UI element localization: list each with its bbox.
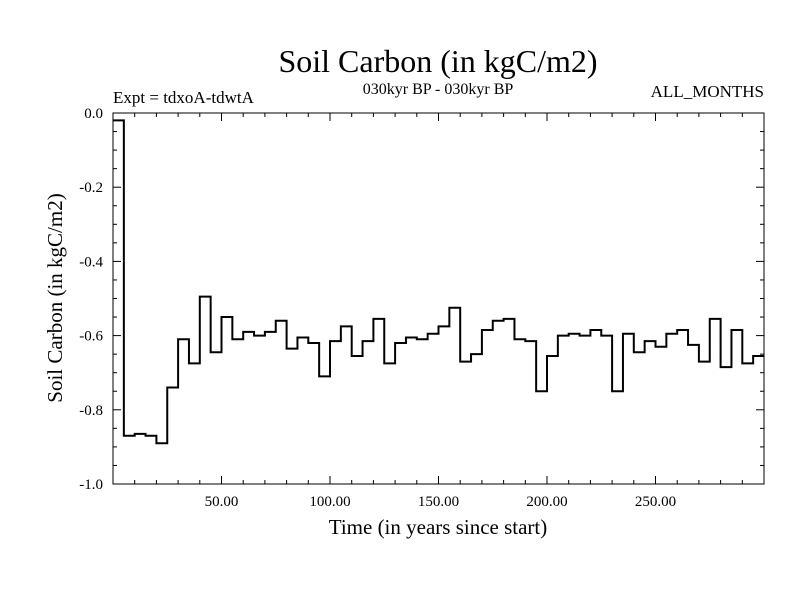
y-tick-label: -0.2 <box>79 180 103 196</box>
y-axis-label: Soil Carbon (in kgC/m2) <box>43 193 67 402</box>
y-tick-label: -1.0 <box>79 477 103 493</box>
chart-title: Soil Carbon (in kgC/m2) <box>278 43 597 79</box>
x-axis-label: Time (in years since start) <box>329 515 548 539</box>
x-tick-label: 200.00 <box>526 494 567 510</box>
chart-subtitle: 030kyr BP - 030kyr BP <box>363 81 514 98</box>
y-tick-label: -0.8 <box>79 403 103 419</box>
months-label: ALL_MONTHS <box>651 82 764 101</box>
x-tick-label: 150.00 <box>418 494 459 510</box>
y-tick-label: -0.4 <box>79 254 103 270</box>
x-tick-label: 100.00 <box>309 494 350 510</box>
series-line-soil-carbon <box>113 119 764 445</box>
x-axis: 50.00 100.00 150.00 200.00 250.00 <box>134 113 743 510</box>
x-tick-label: 50.00 <box>205 494 239 510</box>
x-tick-label: 250.00 <box>635 494 676 510</box>
y-axis: 0.0 -0.2 -0.4 -0.6 -0.8 -1.0 <box>79 106 764 493</box>
y-tick-label: -0.6 <box>79 329 103 345</box>
y-tick-label: 0.0 <box>84 106 103 122</box>
experiment-label: Expt = tdxoA-tdwtA <box>113 88 255 107</box>
